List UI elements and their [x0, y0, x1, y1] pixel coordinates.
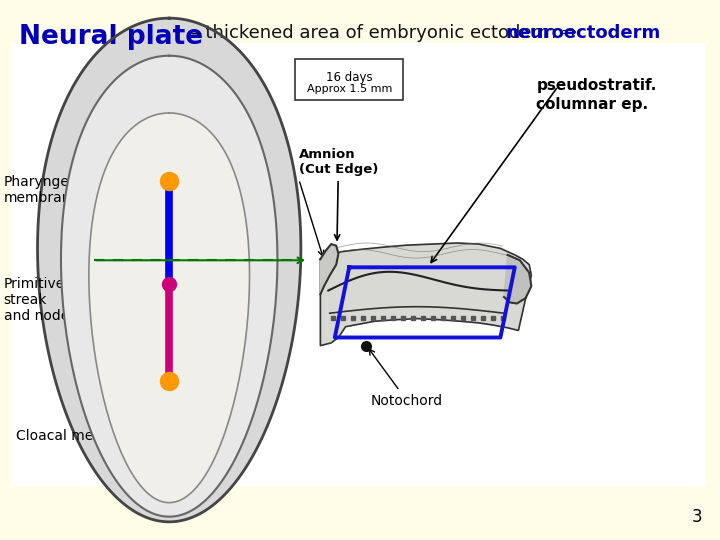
Text: Neural plate: Neural plate — [19, 24, 204, 50]
Polygon shape — [320, 244, 338, 294]
Text: Cloacal membrane: Cloacal membrane — [16, 380, 161, 443]
Text: Approx 1.5 mm: Approx 1.5 mm — [307, 84, 392, 94]
Text: Notochord: Notochord — [369, 349, 443, 408]
Text: Amnion
(Cut Edge): Amnion (Cut Edge) — [299, 148, 378, 240]
Text: pseudostratif.
columnar ep.: pseudostratif. columnar ep. — [536, 78, 657, 112]
Text: Primitive
streak
and node: Primitive streak and node — [4, 276, 150, 323]
Polygon shape — [89, 113, 250, 503]
Polygon shape — [504, 255, 531, 303]
Text: Pharyngeal
membrane: Pharyngeal membrane — [4, 175, 138, 205]
Polygon shape — [37, 18, 301, 522]
FancyBboxPatch shape — [295, 59, 403, 100]
Text: neuroectoderm: neuroectoderm — [505, 24, 661, 42]
Polygon shape — [61, 56, 277, 517]
Text: – thickened area of embryonic ectoderm ⇒: – thickened area of embryonic ectoderm ⇒ — [185, 24, 582, 42]
Text: 16 days: 16 days — [326, 71, 372, 84]
FancyBboxPatch shape — [11, 43, 706, 486]
Text: 3: 3 — [691, 509, 702, 526]
Polygon shape — [320, 243, 531, 346]
